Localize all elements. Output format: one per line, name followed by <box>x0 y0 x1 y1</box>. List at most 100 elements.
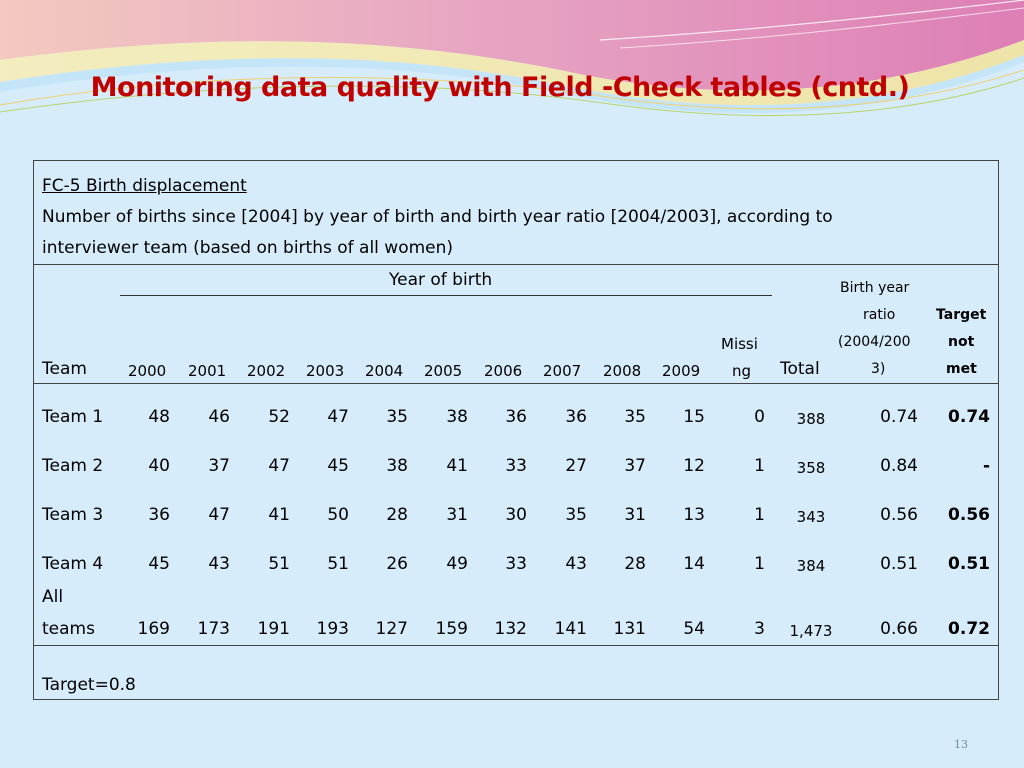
cell-2002: 47 <box>268 456 290 476</box>
cell-2007: 27 <box>565 456 587 476</box>
cell-2001: 173 <box>197 619 230 639</box>
cell-ratio: 0.56 <box>880 505 918 525</box>
slide-title: Monitoring data quality with Field -Chec… <box>90 72 910 103</box>
year-header-2008: 2008 <box>603 362 642 380</box>
cell-2003: 47 <box>327 407 349 427</box>
table-caption-line1: Number of births since [2004] by year of… <box>42 207 833 227</box>
cell-missing: 1 <box>754 456 765 476</box>
cell-2008: 37 <box>624 456 646 476</box>
cell-2002: 52 <box>268 407 290 427</box>
caption-divider <box>34 264 998 265</box>
cell-2004: 28 <box>386 505 408 525</box>
cell-2009: 14 <box>683 554 705 574</box>
cell-2002: 191 <box>257 619 290 639</box>
cell-2003: 51 <box>327 554 349 574</box>
cell-2009: 12 <box>683 456 705 476</box>
header-wave-decoration <box>0 0 1024 116</box>
cell-ratio: 0.66 <box>880 619 918 639</box>
cell-2004: 38 <box>386 456 408 476</box>
cell-target-not-met: 0.51 <box>948 554 990 574</box>
cell-2009: 54 <box>683 619 705 639</box>
row-team-label-line2: teams <box>42 619 95 639</box>
cell-target-not-met: 0.72 <box>948 619 990 639</box>
year-header-2004: 2004 <box>365 362 404 380</box>
cell-2004: 35 <box>386 407 408 427</box>
cell-2005: 41 <box>446 456 468 476</box>
cell-total: 358 <box>796 459 826 477</box>
cell-2007: 35 <box>565 505 587 525</box>
target-header-line3: met <box>946 361 977 377</box>
cell-ratio: 0.51 <box>880 554 918 574</box>
row-team-label: Team 1 <box>42 407 104 427</box>
cell-2003: 193 <box>316 619 349 639</box>
cell-2008: 35 <box>624 407 646 427</box>
ratio-header-line1: Birth year <box>840 280 910 296</box>
cell-2004: 127 <box>375 619 408 639</box>
cell-ratio: 0.84 <box>880 456 918 476</box>
target-header-line1: Target <box>936 307 987 323</box>
cell-missing: 1 <box>754 554 765 574</box>
cell-2000: 40 <box>148 456 170 476</box>
cell-target-not-met: - <box>982 456 990 476</box>
cell-2008: 31 <box>624 505 646 525</box>
table-caption-line2: interviewer team (based on births of all… <box>42 238 454 258</box>
cell-target-not-met: 0.74 <box>948 407 990 427</box>
cell-total: 1,473 <box>789 622 833 640</box>
cell-2008: 28 <box>624 554 646 574</box>
cell-2000: 45 <box>148 554 170 574</box>
cell-2005: 31 <box>446 505 468 525</box>
year-header-2007: 2007 <box>543 362 582 380</box>
cell-2006: 33 <box>505 456 527 476</box>
team-header: Team <box>42 359 87 379</box>
year-header-2001: 2001 <box>188 362 227 380</box>
footer-divider <box>34 645 998 646</box>
cell-2000: 36 <box>148 505 170 525</box>
total-header: Total <box>780 359 820 379</box>
cell-2006: 132 <box>494 619 527 639</box>
year-header-2002: 2002 <box>247 362 286 380</box>
cell-2006: 36 <box>505 407 527 427</box>
year-of-birth-header: Year of birth <box>389 270 493 290</box>
cell-2006: 30 <box>505 505 527 525</box>
cell-2000: 48 <box>148 407 170 427</box>
table-code: FC-5 Birth displacement <box>42 176 247 196</box>
cell-2004: 26 <box>386 554 408 574</box>
cell-2005: 159 <box>435 619 468 639</box>
header-divider <box>34 383 998 384</box>
cell-2001: 47 <box>208 505 230 525</box>
missing-header-line2: ng <box>732 362 752 380</box>
cell-2007: 141 <box>554 619 587 639</box>
cell-missing: 0 <box>754 407 765 427</box>
year-of-birth-rule <box>120 295 772 296</box>
target-header-line2: not <box>948 334 975 350</box>
year-header-2009: 2009 <box>662 362 701 380</box>
cell-2009: 15 <box>683 407 705 427</box>
cell-2001: 37 <box>208 456 230 476</box>
cell-2002: 41 <box>268 505 290 525</box>
cell-missing: 3 <box>754 619 765 639</box>
cell-2001: 46 <box>208 407 230 427</box>
cell-missing: 1 <box>754 505 765 525</box>
cell-total: 388 <box>796 410 826 428</box>
cell-2006: 33 <box>505 554 527 574</box>
ratio-header-line4: 3) <box>871 361 886 377</box>
year-header-2006: 2006 <box>484 362 523 380</box>
page-number: 13 <box>954 738 968 751</box>
cell-target-not-met: 0.56 <box>948 505 990 525</box>
cell-2009: 13 <box>683 505 705 525</box>
cell-2001: 43 <box>208 554 230 574</box>
cell-2007: 36 <box>565 407 587 427</box>
year-header-2000: 2000 <box>128 362 167 380</box>
ratio-header-line2: ratio <box>863 307 896 323</box>
row-team-label: Team 3 <box>42 505 104 525</box>
target-note: Target=0.8 <box>42 675 136 695</box>
cell-2002: 51 <box>268 554 290 574</box>
field-check-table: FC-5 Birth displacement Number of births… <box>33 160 999 700</box>
year-header-2003: 2003 <box>306 362 345 380</box>
missing-header-line1: Missi <box>721 335 758 353</box>
cell-2005: 38 <box>446 407 468 427</box>
cell-2003: 45 <box>327 456 349 476</box>
cell-2008: 131 <box>613 619 646 639</box>
cell-2003: 50 <box>327 505 349 525</box>
cell-2000: 169 <box>137 619 170 639</box>
